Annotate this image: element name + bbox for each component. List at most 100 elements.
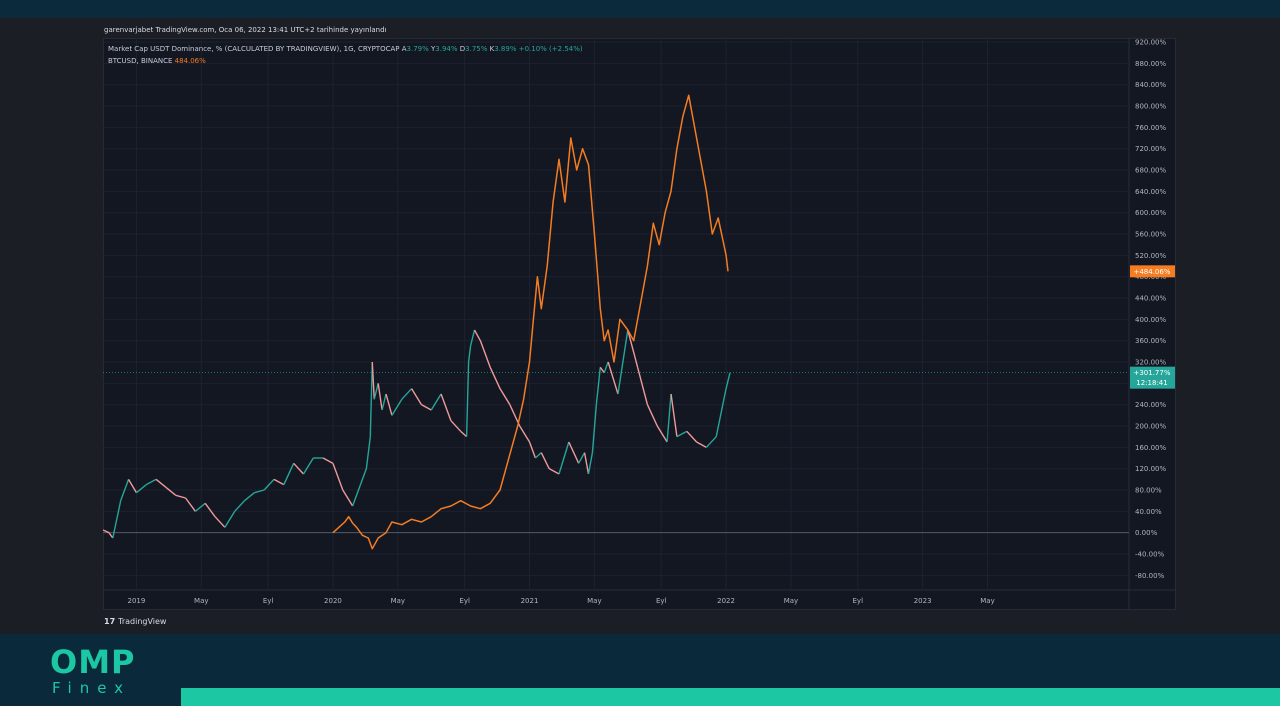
usdt-segment: [595, 367, 601, 405]
y-tick-label: 760.00%: [1135, 124, 1166, 132]
y-tick-label: 720.00%: [1135, 145, 1166, 153]
usdt-segment: [103, 529, 110, 534]
usdt-segment: [583, 452, 590, 475]
usdt-segment: [263, 478, 275, 491]
x-tick-label: May: [391, 597, 405, 605]
y-tick-label: 200.00%: [1135, 423, 1166, 431]
usdt-segment: [646, 404, 658, 427]
chart-area[interactable]: [103, 38, 1176, 610]
tradingview-icon: 17: [104, 617, 116, 626]
usdt-segment: [440, 393, 452, 421]
ohlc-low-value: 3.75%: [465, 45, 488, 53]
usdt-segment: [430, 393, 442, 411]
usdt-segment: [450, 420, 462, 432]
usdt-segment: [467, 345, 472, 363]
y-tick-label: 440.00%: [1135, 295, 1166, 303]
usdt-segment: [715, 388, 727, 437]
usdt-segment: [332, 463, 344, 491]
publish-credit: garenvarjabet TradingView.com, Oca 06, 2…: [104, 26, 387, 34]
y-tick-label: 0.00%: [1135, 529, 1158, 537]
x-tick-label: Eyl: [656, 597, 667, 605]
usdt-segment: [519, 425, 531, 443]
x-tick-label: Eyl: [459, 597, 470, 605]
usdt-legend[interactable]: Market Cap USDT Dominance, % (CALCULATED…: [108, 45, 583, 53]
usdt-segment: [145, 478, 157, 486]
y-tick-label: 320.00%: [1135, 359, 1166, 367]
y-tick-label: 40.00%: [1135, 508, 1162, 516]
usdt-segment: [666, 393, 672, 443]
y-tick-label: 600.00%: [1135, 209, 1166, 217]
usdt-countdown-label: 12:18:41: [1136, 379, 1167, 387]
usdt-segment: [696, 441, 707, 448]
usdt-segment: [283, 463, 295, 485]
usdt-segment: [254, 489, 265, 494]
usdt-segment: [670, 393, 678, 437]
price-chart[interactable]: 920.00% 880.00% 840.00% 800.00% 760.00% 720.0…: [103, 38, 1176, 610]
usdt-segment: [568, 441, 580, 464]
usdt-segment: [108, 532, 114, 539]
usdt-segment: [342, 489, 354, 507]
usdt-segment: [385, 393, 393, 416]
usdt-segment: [499, 388, 511, 406]
y-tick-label: 80.00%: [1135, 487, 1162, 495]
ohlc-high-key: Y: [431, 45, 436, 53]
usdt-segment: [705, 436, 717, 448]
usdt-segment: [351, 484, 362, 507]
usdt-segment: [617, 329, 629, 395]
usdt-segment: [322, 457, 334, 464]
usdt-segment: [359, 468, 368, 485]
usdt-segment: [120, 479, 130, 501]
usdt-segment: [421, 404, 432, 411]
usdt-segment: [369, 361, 373, 437]
usdt-segment: [155, 478, 167, 488]
ohlc-close-key: K: [489, 45, 495, 53]
ohlc-open-key: A: [401, 45, 407, 53]
usdt-segment: [686, 430, 698, 443]
btc-last-label-bg: [1130, 265, 1175, 278]
x-tick-label: 2023: [914, 597, 932, 605]
y-tick-label: 880.00%: [1135, 60, 1166, 68]
y-tick-label: -40.00%: [1135, 551, 1165, 559]
usdt-segment: [165, 486, 177, 496]
y-tick-label: 400.00%: [1135, 316, 1166, 324]
usdt-segment: [371, 361, 375, 400]
btc-legend[interactable]: BTCUSD, BINANCE 484.06%: [108, 57, 206, 65]
btc-legend-value: 484.06%: [174, 57, 206, 65]
usdt-segment: [558, 441, 570, 475]
usdt-segment: [377, 383, 383, 411]
tradingview-label: TradingView: [118, 617, 167, 626]
y-tick-label: 160.00%: [1135, 444, 1166, 452]
y-tick-label: -80.00%: [1135, 572, 1165, 580]
y-tick-label: 240.00%: [1135, 401, 1166, 409]
usdt-segment: [373, 383, 379, 400]
y-tick-label: 560.00%: [1135, 231, 1166, 239]
y-tick-label: 640.00%: [1135, 188, 1166, 196]
omp-logo: OMP: [50, 643, 136, 681]
usdt-segment: [244, 492, 255, 502]
usdt-segment: [656, 425, 668, 443]
usdt-segment: [460, 430, 468, 438]
usdt-segment: [234, 500, 246, 512]
btc-legend-title: BTCUSD, BINANCE: [108, 57, 173, 65]
usdt-segment: [636, 367, 649, 405]
tradingview-logo[interactable]: 17 TradingView: [104, 617, 166, 626]
y-tick-label: 520.00%: [1135, 252, 1166, 260]
usdt-segment: [465, 361, 470, 437]
usdt-segment: [214, 516, 226, 528]
usdt-segment: [725, 372, 731, 389]
usdt-segment: [607, 361, 619, 395]
usdt-segment: [381, 393, 387, 411]
y-tick-label: 800.00%: [1135, 103, 1166, 111]
usdt-segment: [401, 388, 413, 400]
y-tick-label: 840.00%: [1135, 81, 1166, 89]
usdt-segment: [587, 452, 594, 475]
btc-last-label: +484.06%: [1133, 268, 1170, 276]
btc-series-line: [332, 94, 729, 550]
x-tick-label: May: [587, 597, 601, 605]
finex-logo: Finex: [52, 679, 132, 697]
y-tick-label: 680.00%: [1135, 167, 1166, 175]
usdt-segment: [194, 502, 206, 512]
usdt-segment: [578, 452, 586, 464]
usdt-segment: [599, 366, 605, 374]
usdt-segment: [112, 500, 122, 539]
